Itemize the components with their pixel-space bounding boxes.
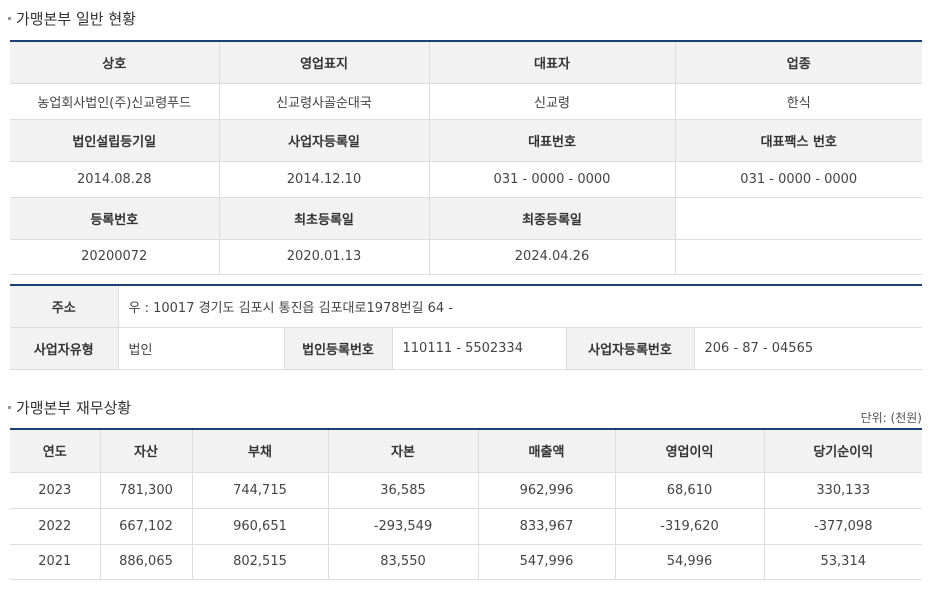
cell-net-income: 330,133 [764, 472, 922, 509]
table-row: 2021 886,065 802,515 83,550 547,996 54,9… [10, 544, 922, 580]
value-first-reg-date: 2020.01.13 [219, 239, 430, 275]
cell-operating-profit: 54,996 [615, 544, 765, 580]
header-equity: 자본 [328, 429, 479, 473]
bullet-icon [8, 406, 11, 409]
table-row: 2022 667,102 960,651 -293,549 833,967 -3… [10, 508, 922, 545]
cell-equity: -293,549 [328, 508, 479, 545]
value-incorporation-date: 2014.08.28 [10, 161, 220, 198]
cell-equity: 36,585 [328, 472, 479, 509]
address-info-table: 주소 우 : 10017 경기도 김포시 통진읍 김포대로1978번길 64 -… [10, 284, 923, 370]
cell-year: 2022 [10, 508, 101, 545]
header-fax: 대표팩스 번호 [675, 119, 922, 162]
cell-net-income: 53,314 [764, 544, 922, 580]
header-incorporation-date: 법인설립등기일 [10, 119, 220, 162]
biz-type-value: 법인 [118, 327, 285, 370]
header-year: 연도 [10, 429, 101, 473]
cell-assets: 886,065 [100, 544, 193, 580]
header-net-income: 당기순이익 [764, 429, 922, 473]
biz-type-label: 사업자유형 [10, 327, 119, 370]
corp-reg-value: 110111 - 5502334 [392, 327, 567, 370]
bullet-icon [8, 17, 11, 20]
header-operating-profit: 영업이익 [615, 429, 765, 473]
corp-reg-label: 법인등록번호 [284, 327, 393, 370]
general-info-table: 상호 영업표지 대표자 업종 농업회사법인(주)신교령푸드 신교령사골순대국 신… [10, 40, 922, 275]
value-ceo: 신교령 [429, 83, 676, 120]
cell-liabilities: 744,715 [192, 472, 329, 509]
value-registration-number: 20200072 [10, 239, 220, 275]
cell-liabilities: 960,651 [192, 508, 329, 545]
header-empty [675, 197, 922, 240]
finance-table: 연도 자산 부채 자본 매출액 영업이익 당기순이익 2023 781,300 … [10, 428, 922, 580]
header-revenue: 매출액 [478, 429, 616, 473]
value-last-reg-date: 2024.04.26 [429, 239, 676, 275]
cell-year: 2023 [10, 472, 101, 509]
cell-revenue: 547,996 [478, 544, 616, 580]
finance-section-title: 가맹본부 재무상황 [8, 397, 131, 418]
general-title-text: 가맹본부 일반 현황 [16, 10, 136, 28]
value-main-phone: 031 - 0000 - 0000 [429, 161, 676, 198]
header-industry: 업종 [675, 41, 922, 84]
header-last-reg-date: 최종등록일 [429, 197, 676, 240]
cell-liabilities: 802,515 [192, 544, 329, 580]
unit-label: 단위: (천원) [860, 411, 922, 425]
cell-operating-profit: 68,610 [615, 472, 765, 509]
cell-revenue: 962,996 [478, 472, 616, 509]
cell-revenue: 833,967 [478, 508, 616, 545]
cell-year: 2021 [10, 544, 101, 580]
table-row: 2023 781,300 744,715 36,585 962,996 68,6… [10, 472, 922, 509]
cell-net-income: -377,098 [764, 508, 922, 545]
value-brand: 신교령사골순대국 [219, 83, 430, 120]
header-brand: 영업표지 [219, 41, 430, 84]
finance-title-text: 가맹본부 재무상황 [16, 399, 132, 417]
cell-equity: 83,550 [328, 544, 479, 580]
header-liabilities: 부채 [192, 429, 329, 473]
value-fax: 031 - 0000 - 0000 [675, 161, 922, 198]
header-main-phone: 대표번호 [429, 119, 676, 162]
header-business-reg-date: 사업자등록일 [219, 119, 430, 162]
cell-assets: 667,102 [100, 508, 193, 545]
header-registration-number: 등록번호 [10, 197, 220, 240]
value-empty [675, 239, 922, 275]
address-label: 주소 [10, 285, 119, 328]
header-assets: 자산 [100, 429, 193, 473]
general-section-title: 가맹본부 일반 현황 [8, 8, 136, 29]
cell-operating-profit: -319,620 [615, 508, 765, 545]
header-ceo: 대표자 [429, 41, 676, 84]
cell-assets: 781,300 [100, 472, 193, 509]
header-trade-name: 상호 [10, 41, 220, 84]
biz-reg-label: 사업자등록번호 [566, 327, 695, 370]
address-value: 우 : 10017 경기도 김포시 통진읍 김포대로1978번길 64 - [118, 285, 923, 328]
biz-reg-value: 206 - 87 - 04565 [694, 327, 923, 370]
value-industry: 한식 [675, 83, 922, 120]
value-business-reg-date: 2014.12.10 [219, 161, 430, 198]
header-first-reg-date: 최초등록일 [219, 197, 430, 240]
value-trade-name: 농업회사법인(주)신교령푸드 [10, 83, 220, 120]
